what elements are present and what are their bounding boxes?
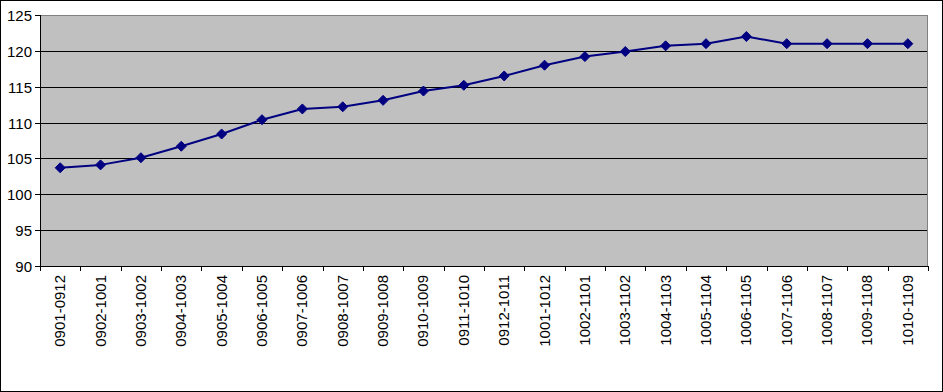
- x-tick-label: 0906-1005: [253, 275, 270, 347]
- marker: [176, 141, 186, 151]
- x-tick: [121, 266, 122, 271]
- x-tick: [161, 266, 162, 271]
- marker: [540, 60, 550, 70]
- marker: [862, 39, 872, 49]
- x-tick: [928, 266, 929, 271]
- x-tick: [484, 266, 485, 271]
- series-line: [60, 37, 908, 168]
- x-tick-label: 1007-1106: [778, 275, 795, 346]
- x-tick-label: 1001-1012: [536, 275, 553, 347]
- x-tick-label: 0904-1003: [172, 275, 189, 347]
- y-tick: [35, 266, 40, 267]
- x-tick: [888, 266, 889, 271]
- marker: [782, 39, 792, 49]
- y-tick-label: 95: [15, 222, 32, 239]
- grid-line: [40, 158, 928, 159]
- marker: [338, 102, 348, 112]
- marker: [903, 39, 913, 49]
- marker: [620, 47, 630, 57]
- y-tick-label: 90: [15, 258, 32, 275]
- x-tick-label: 1009-1108: [858, 275, 875, 346]
- y-tick-label: 110: [8, 115, 32, 132]
- marker: [217, 129, 227, 139]
- marker: [499, 71, 509, 81]
- x-tick: [242, 266, 243, 271]
- x-tick-label: 0908-1007: [334, 275, 351, 347]
- y-tick: [35, 194, 40, 195]
- y-tick: [35, 15, 40, 16]
- y-axis: [40, 15, 41, 266]
- x-tick: [282, 266, 283, 271]
- x-tick-label: 0910-1009: [414, 275, 431, 347]
- series-group: [55, 32, 913, 173]
- marker: [580, 52, 590, 62]
- x-tick-label: 1004-1103: [657, 275, 674, 346]
- x-tick-label: 0907-1006: [293, 275, 310, 347]
- x-tick-label: 0912-1011: [495, 275, 512, 346]
- marker: [96, 160, 106, 170]
- y-tick-label: 120: [7, 43, 32, 60]
- x-tick: [726, 266, 727, 271]
- x-tick: [767, 266, 768, 271]
- y-tick-label: 100: [7, 186, 32, 203]
- marker: [378, 95, 388, 105]
- y-tick-label: 115: [8, 79, 32, 96]
- grid-line: [40, 87, 928, 88]
- x-tick: [807, 266, 808, 271]
- x-tick: [686, 266, 687, 271]
- grid-line: [40, 123, 928, 124]
- marker: [822, 39, 832, 49]
- x-tick-label: 0909-1008: [374, 275, 391, 347]
- x-tick-label: 1003-1102: [616, 275, 633, 346]
- x-tick-label: 1005-1104: [697, 275, 714, 346]
- chart-frame: [1, 1, 943, 392]
- x-tick: [847, 266, 848, 271]
- marker: [297, 104, 307, 114]
- x-tick: [403, 266, 404, 271]
- x-tick: [524, 266, 525, 271]
- x-tick-label: 1006-1105: [737, 275, 754, 346]
- marker: [418, 86, 428, 96]
- x-tick: [201, 266, 202, 271]
- x-tick: [605, 266, 606, 271]
- x-tick: [40, 266, 41, 271]
- x-tick: [444, 266, 445, 271]
- x-tick-label: 0901-0912: [51, 275, 68, 347]
- x-tick: [323, 266, 324, 271]
- chart: 90 95 100 105 110 115 120 125 0901-0912 0902-1001…: [0, 0, 943, 392]
- x-tick-label: 1010-1109: [899, 275, 916, 346]
- marker: [136, 153, 146, 163]
- x-tick-label: 0903-1002: [132, 275, 149, 347]
- x-tick-label: 1008-1107: [818, 275, 835, 346]
- y-tick: [35, 51, 40, 52]
- grid-line: [40, 51, 928, 52]
- x-tick-label: 1002-1101: [576, 275, 593, 346]
- plot-border: [41, 16, 928, 267]
- x-tick: [565, 266, 566, 271]
- grid-line: [40, 194, 928, 195]
- y-tick: [35, 158, 40, 159]
- marker: [741, 32, 751, 42]
- x-tick: [645, 266, 646, 271]
- grid-line: [40, 230, 928, 231]
- x-tick-label: 0905-1004: [213, 275, 230, 347]
- marker: [459, 80, 469, 90]
- y-tick-label: 105: [7, 150, 32, 167]
- x-tick-label: 0911-1010: [455, 275, 472, 346]
- y-tick-label: 125: [7, 7, 32, 24]
- y-tick: [35, 230, 40, 231]
- y-tick: [35, 123, 40, 124]
- marker: [661, 41, 671, 51]
- plot-area: [40, 15, 928, 266]
- y-tick: [35, 87, 40, 88]
- x-tick: [363, 266, 364, 271]
- marker: [257, 115, 267, 125]
- marker: [55, 163, 65, 173]
- marker: [701, 39, 711, 49]
- x-tick: [80, 266, 81, 271]
- x-tick-label: 0902-1001: [92, 275, 109, 347]
